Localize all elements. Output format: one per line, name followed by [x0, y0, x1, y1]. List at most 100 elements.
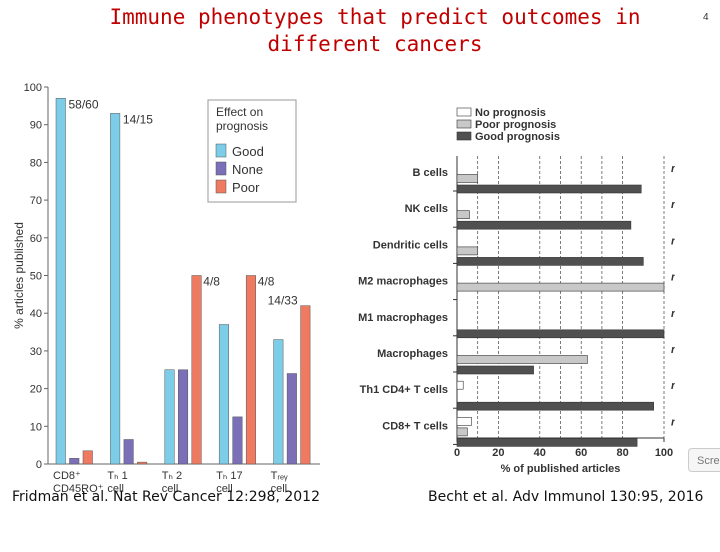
- legend-swatch-good: [215, 143, 227, 158]
- x-tick-label: cell: [162, 483, 179, 495]
- count-label: n = 19: [671, 163, 675, 175]
- count-label: n = 16: [671, 199, 675, 211]
- data-annotation: 4/8: [258, 275, 275, 289]
- bar-good-prognosis: [456, 438, 638, 447]
- bar-poor-prognosis: [456, 282, 665, 292]
- bar-none: [123, 439, 134, 465]
- y-tick-label: 30: [30, 346, 42, 358]
- x-tick-label: Tᵣₑᵧ: [271, 470, 288, 482]
- y-tick-label: 70: [30, 195, 42, 207]
- y-tick-label: 40: [30, 308, 42, 320]
- right-bar-chart: 0 20 40 60 80 100 % of published articles B cel…: [358, 107, 675, 475]
- y-tick-label: 80: [30, 157, 42, 169]
- legend-title: Effect on: [216, 105, 263, 119]
- bar-no-prognosis: [456, 417, 472, 426]
- bar-good: [164, 369, 175, 465]
- bar-poor: [300, 305, 311, 465]
- y-tick-label: M2 macrophages: [358, 276, 448, 288]
- y-axis-title: % articles published: [12, 222, 26, 329]
- count-label: n = 5: [671, 308, 675, 320]
- data-annotation: 14/15: [123, 112, 153, 126]
- bar-poor-prognosis: [456, 210, 470, 219]
- y-tick-label: NK cells: [405, 203, 448, 215]
- y-tick-label: CD8+ T cells: [382, 420, 448, 432]
- bar-good: [273, 339, 284, 465]
- x-tick-label: 0: [454, 447, 460, 459]
- bar-good-prognosis: [456, 184, 642, 194]
- bar-good-prognosis: [456, 365, 534, 375]
- bar-good-prognosis: [456, 329, 665, 339]
- x-tick-label: 80: [616, 447, 628, 459]
- bar-none: [69, 458, 80, 465]
- legend-label-no-prognosis: No prognosis: [475, 107, 546, 119]
- bar-good: [55, 98, 66, 465]
- y-tick-label: Dendritic cells: [373, 239, 448, 251]
- x-tick-label: Tₕ 2: [162, 470, 182, 482]
- bar-poor-prognosis: [456, 246, 479, 256]
- data-annotation: 4/8: [203, 275, 220, 289]
- bar-poor: [137, 461, 148, 465]
- x-tick-label: cell: [216, 483, 233, 495]
- x-tick-label: cell: [107, 483, 124, 495]
- legend-label-good: Good: [232, 144, 264, 159]
- x-tick-label: 40: [534, 447, 546, 459]
- data-annotation: 58/60: [69, 97, 99, 111]
- bar-poor: [245, 275, 256, 465]
- count-label: n = 24: [671, 272, 675, 284]
- count-label: n = 39: [671, 235, 675, 247]
- x-tick-label: Tₕ 1: [107, 470, 127, 482]
- legend-swatch-no-prognosis: [456, 107, 472, 117]
- y-tick-label: 20: [30, 384, 42, 396]
- citation-right: Becht et al. Adv Immunol 130:95, 2016: [428, 489, 704, 505]
- y-tick-label: 60: [30, 233, 42, 245]
- x-tick-label: 20: [492, 447, 504, 459]
- data-annotation: 14/33: [268, 293, 298, 307]
- x-tick-label: Tₕ 17: [216, 470, 242, 482]
- legend-title: prognosis: [216, 119, 268, 133]
- bar-poor: [191, 275, 202, 465]
- y-tick-label: 10: [30, 421, 42, 433]
- bar-none: [178, 369, 189, 465]
- bar-poor: [82, 450, 93, 465]
- x-tick-label: 100: [655, 447, 673, 459]
- legend-label-poor: Poor: [232, 180, 260, 195]
- bar-poor-prognosis: [456, 355, 588, 364]
- bar-good: [218, 324, 229, 465]
- legend-swatch-poor-prognosis: [456, 119, 472, 129]
- legend-swatch-none: [215, 161, 227, 176]
- legend-swatch-good-prognosis: [456, 131, 472, 141]
- y-tick-label: 0: [36, 459, 42, 471]
- slide-title: Immune phenotypes that predict outcomes …: [100, 4, 650, 58]
- y-tick-label: 50: [30, 271, 42, 283]
- count-label: n = 38: [671, 344, 675, 356]
- y-tick-label: Th1 CD4+ T cells: [360, 384, 448, 396]
- x-tick-label: CD8⁺: [53, 470, 81, 482]
- legend-swatch-poor: [215, 179, 227, 194]
- bar-no-prognosis: [456, 380, 464, 390]
- bar-good-prognosis: [456, 220, 632, 230]
- bar-good-prognosis: [456, 401, 654, 411]
- citation-left: Fridman et al. Nat Rev Cancer 12:298, 20…: [12, 489, 320, 505]
- y-tick-label: M1 macrophages: [358, 312, 448, 324]
- slide-title-line2: different cancers: [267, 32, 483, 56]
- screen-button[interactable]: Scree: [688, 448, 720, 472]
- x-tick-label: cell: [271, 483, 288, 495]
- bar-good: [110, 113, 121, 465]
- legend-label-poor-prognosis: Poor prognosis: [475, 119, 556, 131]
- slide-title-line1: Immune phenotypes that predict outcomes …: [109, 5, 641, 29]
- bar-poor-prognosis: [456, 427, 468, 437]
- bar-good-prognosis: [456, 257, 644, 266]
- slide-number: 4: [703, 12, 709, 23]
- legend-label-good-prognosis: Good prognosis: [475, 131, 560, 143]
- y-tick-label: 100: [24, 82, 42, 94]
- x-axis-title: % of published articles: [501, 463, 621, 475]
- x-tick-label: CD45RO⁺: [53, 483, 104, 495]
- left-bar-chart: 0 10 20 30 40 50 60 70 80 90 100 % articles publish…: [12, 82, 320, 495]
- y-tick-label: Macrophages: [377, 348, 448, 360]
- y-tick-label: 90: [30, 120, 42, 132]
- count-label: n = 21: [671, 380, 675, 392]
- y-tick-label: B cells: [413, 167, 448, 179]
- legend-label-none: None: [232, 162, 263, 177]
- x-tick-label: 60: [575, 447, 587, 459]
- count-label: n = 123: [671, 416, 675, 428]
